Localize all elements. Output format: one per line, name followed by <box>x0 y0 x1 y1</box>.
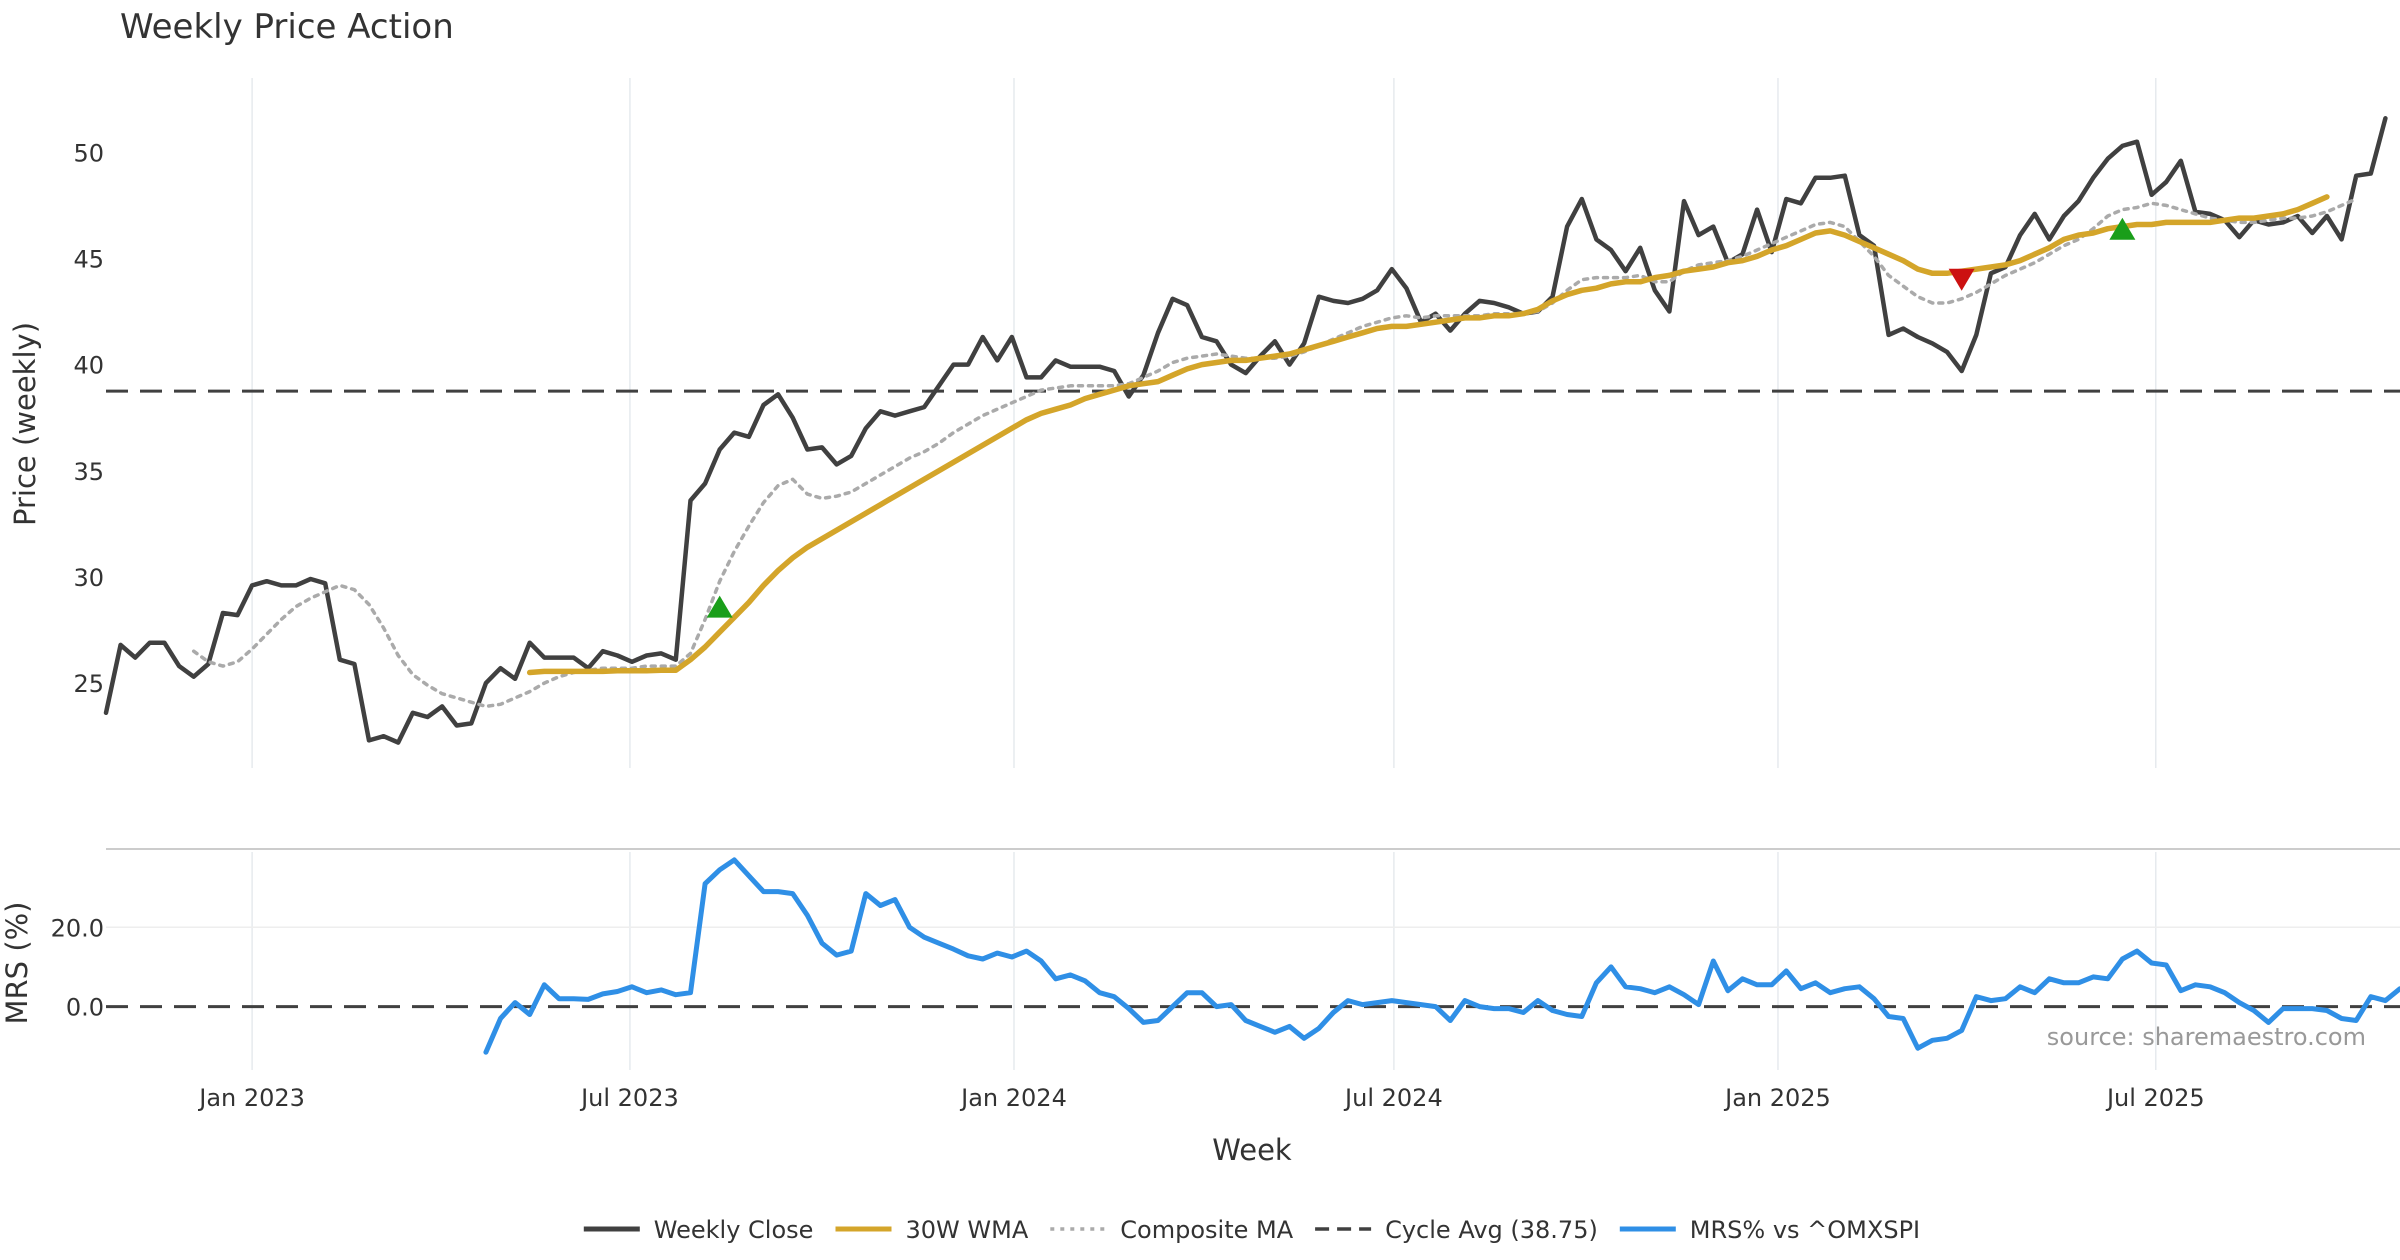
source-label: source: sharemaestro.com <box>2047 1023 2366 1051</box>
legend-item: Composite MA <box>1050 1216 1294 1244</box>
x-axis-ticks: Jan 2023 Jul 2023 Jan 2024 Jul 2024 Jan 2025… <box>197 1084 2204 1112</box>
price-y-tick-label: 50 <box>73 139 104 167</box>
sell-signal-marker <box>1948 268 1975 291</box>
buy-signal-marker <box>706 595 733 618</box>
x-tick-label: Jul 2024 <box>1343 1084 1443 1112</box>
mrs-y-axis-label: MRS (%) <box>0 902 34 1025</box>
legend-item: 30W WMA <box>835 1216 1029 1244</box>
x-tick-label: Jul 2025 <box>2105 1084 2205 1112</box>
x-axis-label: Week <box>1212 1133 1292 1167</box>
30w-wma-line <box>526 194 2330 676</box>
price-y-tick-label: 45 <box>73 245 104 273</box>
price-y-tick-label: 25 <box>73 670 104 698</box>
price-panel: 25 30 35 40 45 50 Price (weekly) <box>8 78 2400 768</box>
x-tick-label: Jan 2023 <box>197 1084 305 1112</box>
chart-title: Weekly Price Action <box>120 7 454 47</box>
price-x-gridlines <box>251 78 2157 768</box>
price-y-ticks: 25 30 35 40 45 50 <box>73 139 104 698</box>
mrs-line <box>483 857 2400 1055</box>
price-y-tick-label: 30 <box>73 564 104 592</box>
price-y-tick-label: 40 <box>73 352 104 380</box>
mrs-gridlines <box>106 852 2400 1070</box>
legend: Weekly Close 30W WMA Composite MA Cycle Avg… <box>583 1216 1920 1244</box>
price-y-axis-label: Price (weekly) <box>8 322 42 526</box>
legend-item: Cycle Avg (38.75) <box>1315 1216 1598 1244</box>
signal-markers <box>706 217 2136 618</box>
mrs-y-tick-label: 20.0 <box>51 914 104 942</box>
mrs-y-ticks: 0.0 20.0 <box>51 914 104 1021</box>
composite-ma-line <box>191 197 2358 709</box>
mrs-y-tick-label: 0.0 <box>66 994 104 1022</box>
legend-label: 30W WMA <box>906 1216 1029 1244</box>
legend-item: Weekly Close <box>583 1216 814 1244</box>
buy-signal-marker <box>2109 217 2136 240</box>
price-y-tick-label: 35 <box>73 458 104 486</box>
legend-label: Weekly Close <box>654 1216 814 1244</box>
x-tick-label: Jan 2024 <box>959 1084 1067 1112</box>
price-series <box>103 116 2400 745</box>
mrs-series <box>106 857 2400 1055</box>
x-tick-label: Jan 2025 <box>1723 1084 1831 1112</box>
mrs-panel: 0.0 20.0 MRS (%) source: sharemaestro.com <box>0 848 2400 1070</box>
legend-label: Cycle Avg (38.75) <box>1385 1216 1598 1244</box>
legend-item: MRS% vs ^OMXSPI <box>1619 1216 1920 1244</box>
legend-label: MRS% vs ^OMXSPI <box>1690 1216 1920 1244</box>
legend-label: Composite MA <box>1120 1216 1293 1244</box>
x-tick-label: Jul 2023 <box>579 1084 679 1112</box>
weekly-close-line <box>103 116 2388 745</box>
